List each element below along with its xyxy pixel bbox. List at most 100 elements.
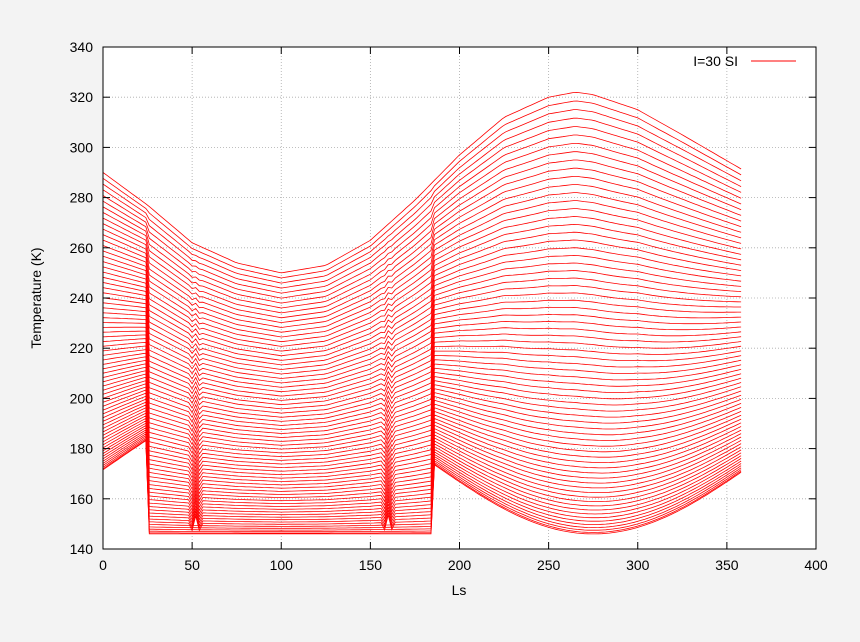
temperature-curve	[102, 435, 742, 529]
temperature-curve	[102, 392, 742, 484]
temperature-curve	[103, 313, 742, 406]
temperature-curve	[102, 292, 742, 393]
temperature-curve	[102, 395, 742, 487]
temperature-curve	[102, 427, 742, 527]
y-tick-label: 180	[70, 441, 94, 457]
temperature-curve	[102, 184, 742, 328]
temperature-curve	[102, 409, 742, 505]
temperature-curve	[102, 277, 742, 384]
x-tick-label: 100	[270, 557, 294, 573]
temperature-curve	[102, 439, 742, 534]
temperature-curve	[102, 422, 742, 521]
temperature-curve	[102, 376, 742, 465]
temperature-curve	[102, 352, 742, 438]
y-tick-label: 240	[70, 290, 94, 306]
temperature-curve	[102, 349, 742, 434]
temperature-curve	[102, 415, 742, 512]
temperature-curve	[102, 208, 742, 343]
temperature-curve	[102, 380, 742, 469]
temperature-curve	[102, 436, 742, 531]
temperature-curve	[102, 216, 742, 347]
temperature-curve	[102, 306, 742, 401]
temperature-curve	[102, 420, 742, 518]
legend: I=30 SI	[693, 53, 796, 69]
x-tick-label: 250	[537, 557, 561, 573]
y-tick-label: 160	[70, 491, 94, 507]
temperature-curve	[102, 383, 742, 472]
x-tick-label: 150	[359, 557, 383, 573]
x-tick-label: 300	[626, 557, 650, 573]
x-axis-ticks: 0 50 100 150 200 250 300 350 400	[99, 47, 828, 573]
temperature-curve	[102, 341, 742, 426]
y-tick-label: 260	[70, 240, 94, 256]
temperature-curve	[102, 151, 742, 309]
curve-group	[102, 91, 742, 535]
grid-lines	[103, 47, 816, 549]
temperature-curve	[102, 373, 742, 461]
x-tick-label: 400	[804, 557, 828, 573]
temperature-curve	[102, 433, 742, 527]
temperature-curve	[102, 389, 742, 480]
temperature-curve	[102, 404, 742, 498]
temperature-curve	[102, 429, 742, 530]
temperature-curve	[102, 159, 742, 314]
y-tick-label: 140	[70, 541, 94, 557]
temperature-curve	[102, 126, 742, 294]
temperature-curve	[102, 91, 742, 274]
y-tick-label: 340	[70, 39, 94, 55]
temperature-curve	[102, 247, 742, 366]
temperature-curve	[102, 431, 742, 532]
y-axis-label: Temperature (K)	[28, 247, 44, 348]
temperature-curve	[102, 299, 742, 397]
temperature-curve	[102, 270, 742, 379]
temperature-curve	[102, 363, 742, 450]
temperature-curve	[102, 192, 742, 333]
temperature-curve	[102, 333, 742, 418]
temperature-curve	[102, 438, 742, 533]
y-axis-ticks: 140 160 180 200 220 240 260 280 300 320 340	[70, 39, 816, 557]
temperature-curve	[102, 285, 742, 388]
temperature-curve	[102, 398, 742, 491]
temperature-curve	[102, 407, 742, 502]
legend-label: I=30 SI	[693, 53, 738, 69]
temperature-curve	[102, 142, 742, 304]
temperature-curve	[102, 412, 742, 509]
y-tick-label: 220	[70, 340, 94, 356]
temperature-curve	[102, 117, 742, 289]
temperature-curve	[102, 254, 742, 370]
temperature-curve	[102, 200, 742, 338]
temperature-curve	[102, 366, 742, 454]
temperature-curve	[103, 320, 742, 410]
temperature-curve	[102, 417, 742, 515]
x-tick-label: 350	[715, 557, 739, 573]
x-tick-label: 200	[448, 557, 472, 573]
temperature-curve	[102, 359, 742, 446]
temperature-curve	[102, 401, 742, 495]
temperature-curve	[102, 345, 742, 430]
temperature-curve	[102, 327, 742, 414]
temperature-curve	[102, 134, 742, 299]
temperature-curve	[102, 338, 742, 422]
temperature-curve	[102, 356, 742, 442]
temperature-curve	[102, 262, 742, 375]
temperature-curve	[102, 440, 742, 535]
temperature-curve	[102, 167, 742, 319]
temperature-curve	[102, 223, 742, 352]
x-tick-label: 50	[184, 557, 200, 573]
temperature-curve	[102, 175, 742, 324]
temperature-curve	[102, 231, 742, 357]
y-tick-label: 280	[70, 190, 94, 206]
temperature-curve	[102, 370, 742, 458]
temperature-curve	[102, 386, 742, 476]
temperature-curve	[102, 109, 742, 284]
temperature-curve	[102, 239, 742, 361]
temperature-curve	[102, 100, 742, 279]
y-tick-label: 320	[70, 89, 94, 105]
y-tick-label: 300	[70, 139, 94, 155]
temperature-curve	[102, 424, 742, 524]
y-tick-label: 200	[70, 390, 94, 406]
x-axis-label: Ls	[452, 582, 467, 598]
x-tick-label: 0	[99, 557, 107, 573]
